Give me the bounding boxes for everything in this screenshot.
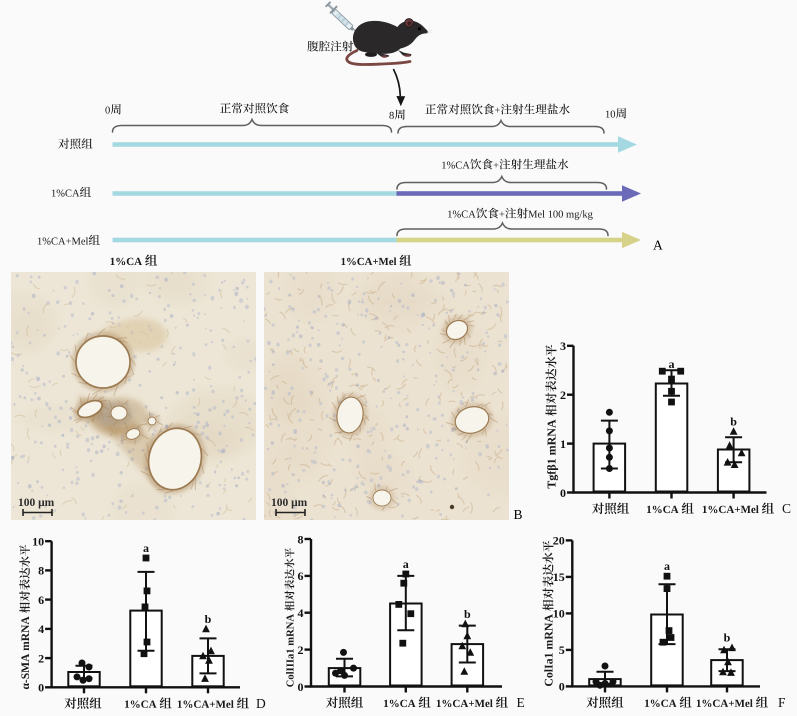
svg-text:A: A: [653, 238, 663, 253]
svg-text:2: 2: [38, 651, 44, 665]
svg-text:6: 6: [298, 569, 304, 583]
svg-text:a: a: [664, 559, 670, 573]
svg-text:b: b: [724, 631, 731, 645]
svg-text:0: 0: [298, 680, 304, 694]
svg-text:b: b: [205, 612, 212, 626]
svg-text:E: E: [517, 695, 525, 710]
svg-text:15: 15: [553, 570, 565, 584]
svg-text:8: 8: [298, 532, 304, 546]
svg-text:D: D: [256, 696, 266, 711]
svg-text:0: 0: [559, 680, 565, 694]
svg-text:10: 10: [32, 535, 44, 549]
svg-text:a: a: [143, 541, 149, 555]
svg-text:100 μm: 100 μm: [271, 497, 308, 509]
svg-text:2: 2: [298, 643, 304, 657]
svg-text:10: 10: [553, 607, 565, 621]
svg-text:6: 6: [38, 593, 44, 607]
svg-text:b: b: [730, 414, 737, 428]
svg-text:20: 20: [553, 534, 565, 548]
svg-text:a: a: [669, 357, 675, 371]
svg-text:5: 5: [559, 643, 565, 657]
svg-text:F: F: [778, 695, 786, 710]
svg-text:1: 1: [560, 437, 566, 451]
svg-text:8: 8: [38, 564, 44, 578]
svg-text:0: 0: [38, 681, 44, 695]
svg-text:4: 4: [38, 622, 44, 636]
svg-text:b: b: [464, 607, 471, 621]
svg-text:4: 4: [298, 606, 304, 620]
svg-text:B: B: [514, 507, 523, 522]
svg-text:3: 3: [560, 339, 566, 353]
svg-text:C: C: [782, 501, 791, 516]
svg-text:100 μm: 100 μm: [18, 497, 55, 509]
svg-text:0: 0: [560, 486, 566, 500]
svg-text:a: a: [403, 557, 409, 571]
svg-text:2: 2: [560, 388, 566, 402]
